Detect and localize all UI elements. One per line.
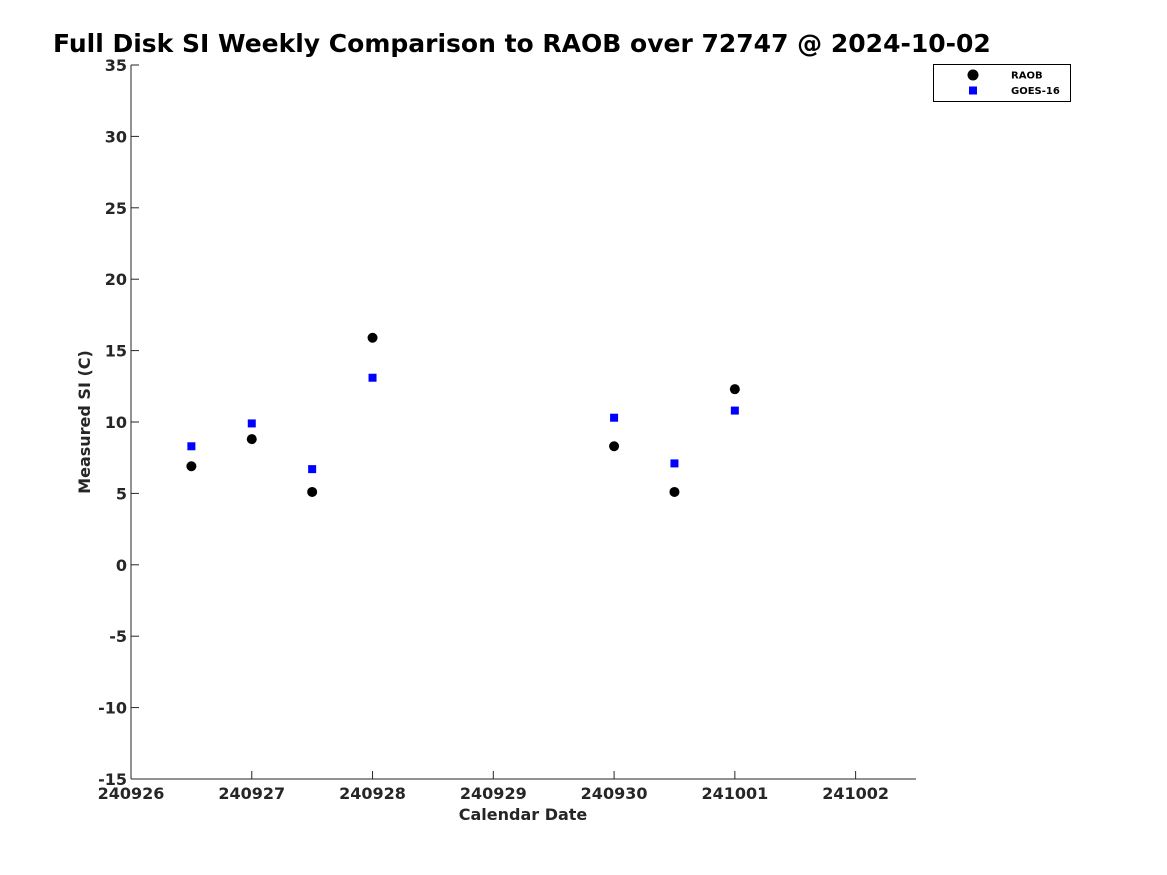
goes16-point: [247, 419, 256, 428]
y-tick-label: 0: [116, 556, 127, 575]
y-ticks: 35 30 25 20 15 10 5 0 -5 -10 -15: [98, 56, 139, 789]
y-tick-label: 20: [105, 270, 127, 289]
x-ticks: 240926 240927 240928 240929 240930 241001 2410…: [98, 771, 889, 803]
raob-point: [729, 384, 740, 395]
legend-goes-marker: [969, 86, 977, 95]
y-tick-label: -5: [109, 627, 127, 646]
chart-title: Full Disk SI Weekly Comparison to RAOB o…: [53, 29, 991, 58]
raob-point: [246, 434, 257, 445]
legend-goes-label: GOES-16: [1011, 86, 1060, 97]
goes16-point: [308, 465, 317, 474]
goes16-point: [187, 442, 196, 451]
goes16-point: [610, 413, 619, 422]
legend-raob-label: RAOB: [1011, 71, 1043, 82]
y-tick-label: 30: [105, 127, 127, 146]
y-tick-label: 10: [105, 413, 127, 432]
x-tick-label: 241001: [701, 784, 768, 803]
raob-point: [669, 486, 680, 497]
legend: RAOB GOES-16: [933, 64, 1071, 102]
raob-point: [307, 486, 318, 497]
y-axis-label: Measured SI (C): [75, 350, 94, 494]
y-tick-label: 5: [116, 484, 127, 503]
x-tick-label: 240926: [98, 784, 165, 803]
x-tick-label: 240928: [339, 784, 406, 803]
legend-box: [933, 64, 1071, 102]
goes16-point: [368, 373, 377, 382]
y-tick-label: 15: [105, 342, 127, 361]
x-tick-label: 240929: [460, 784, 527, 803]
y-tick-label: -10: [98, 699, 127, 718]
raob-point: [186, 461, 197, 472]
y-tick-label: 35: [105, 56, 127, 75]
x-tick-label: 240927: [218, 784, 285, 803]
legend-raob-marker: [967, 69, 979, 81]
x-tick-label: 240930: [581, 784, 648, 803]
x-axis-label: Calendar Date: [459, 805, 588, 824]
raob-point: [367, 332, 378, 343]
raob-point: [609, 441, 620, 452]
data-points: [186, 332, 740, 497]
y-tick-label: -15: [98, 770, 127, 789]
x-tick-label: 241002: [822, 784, 889, 803]
goes16-point: [670, 459, 679, 468]
y-tick-label: 25: [105, 199, 127, 218]
goes16-point: [730, 406, 739, 415]
